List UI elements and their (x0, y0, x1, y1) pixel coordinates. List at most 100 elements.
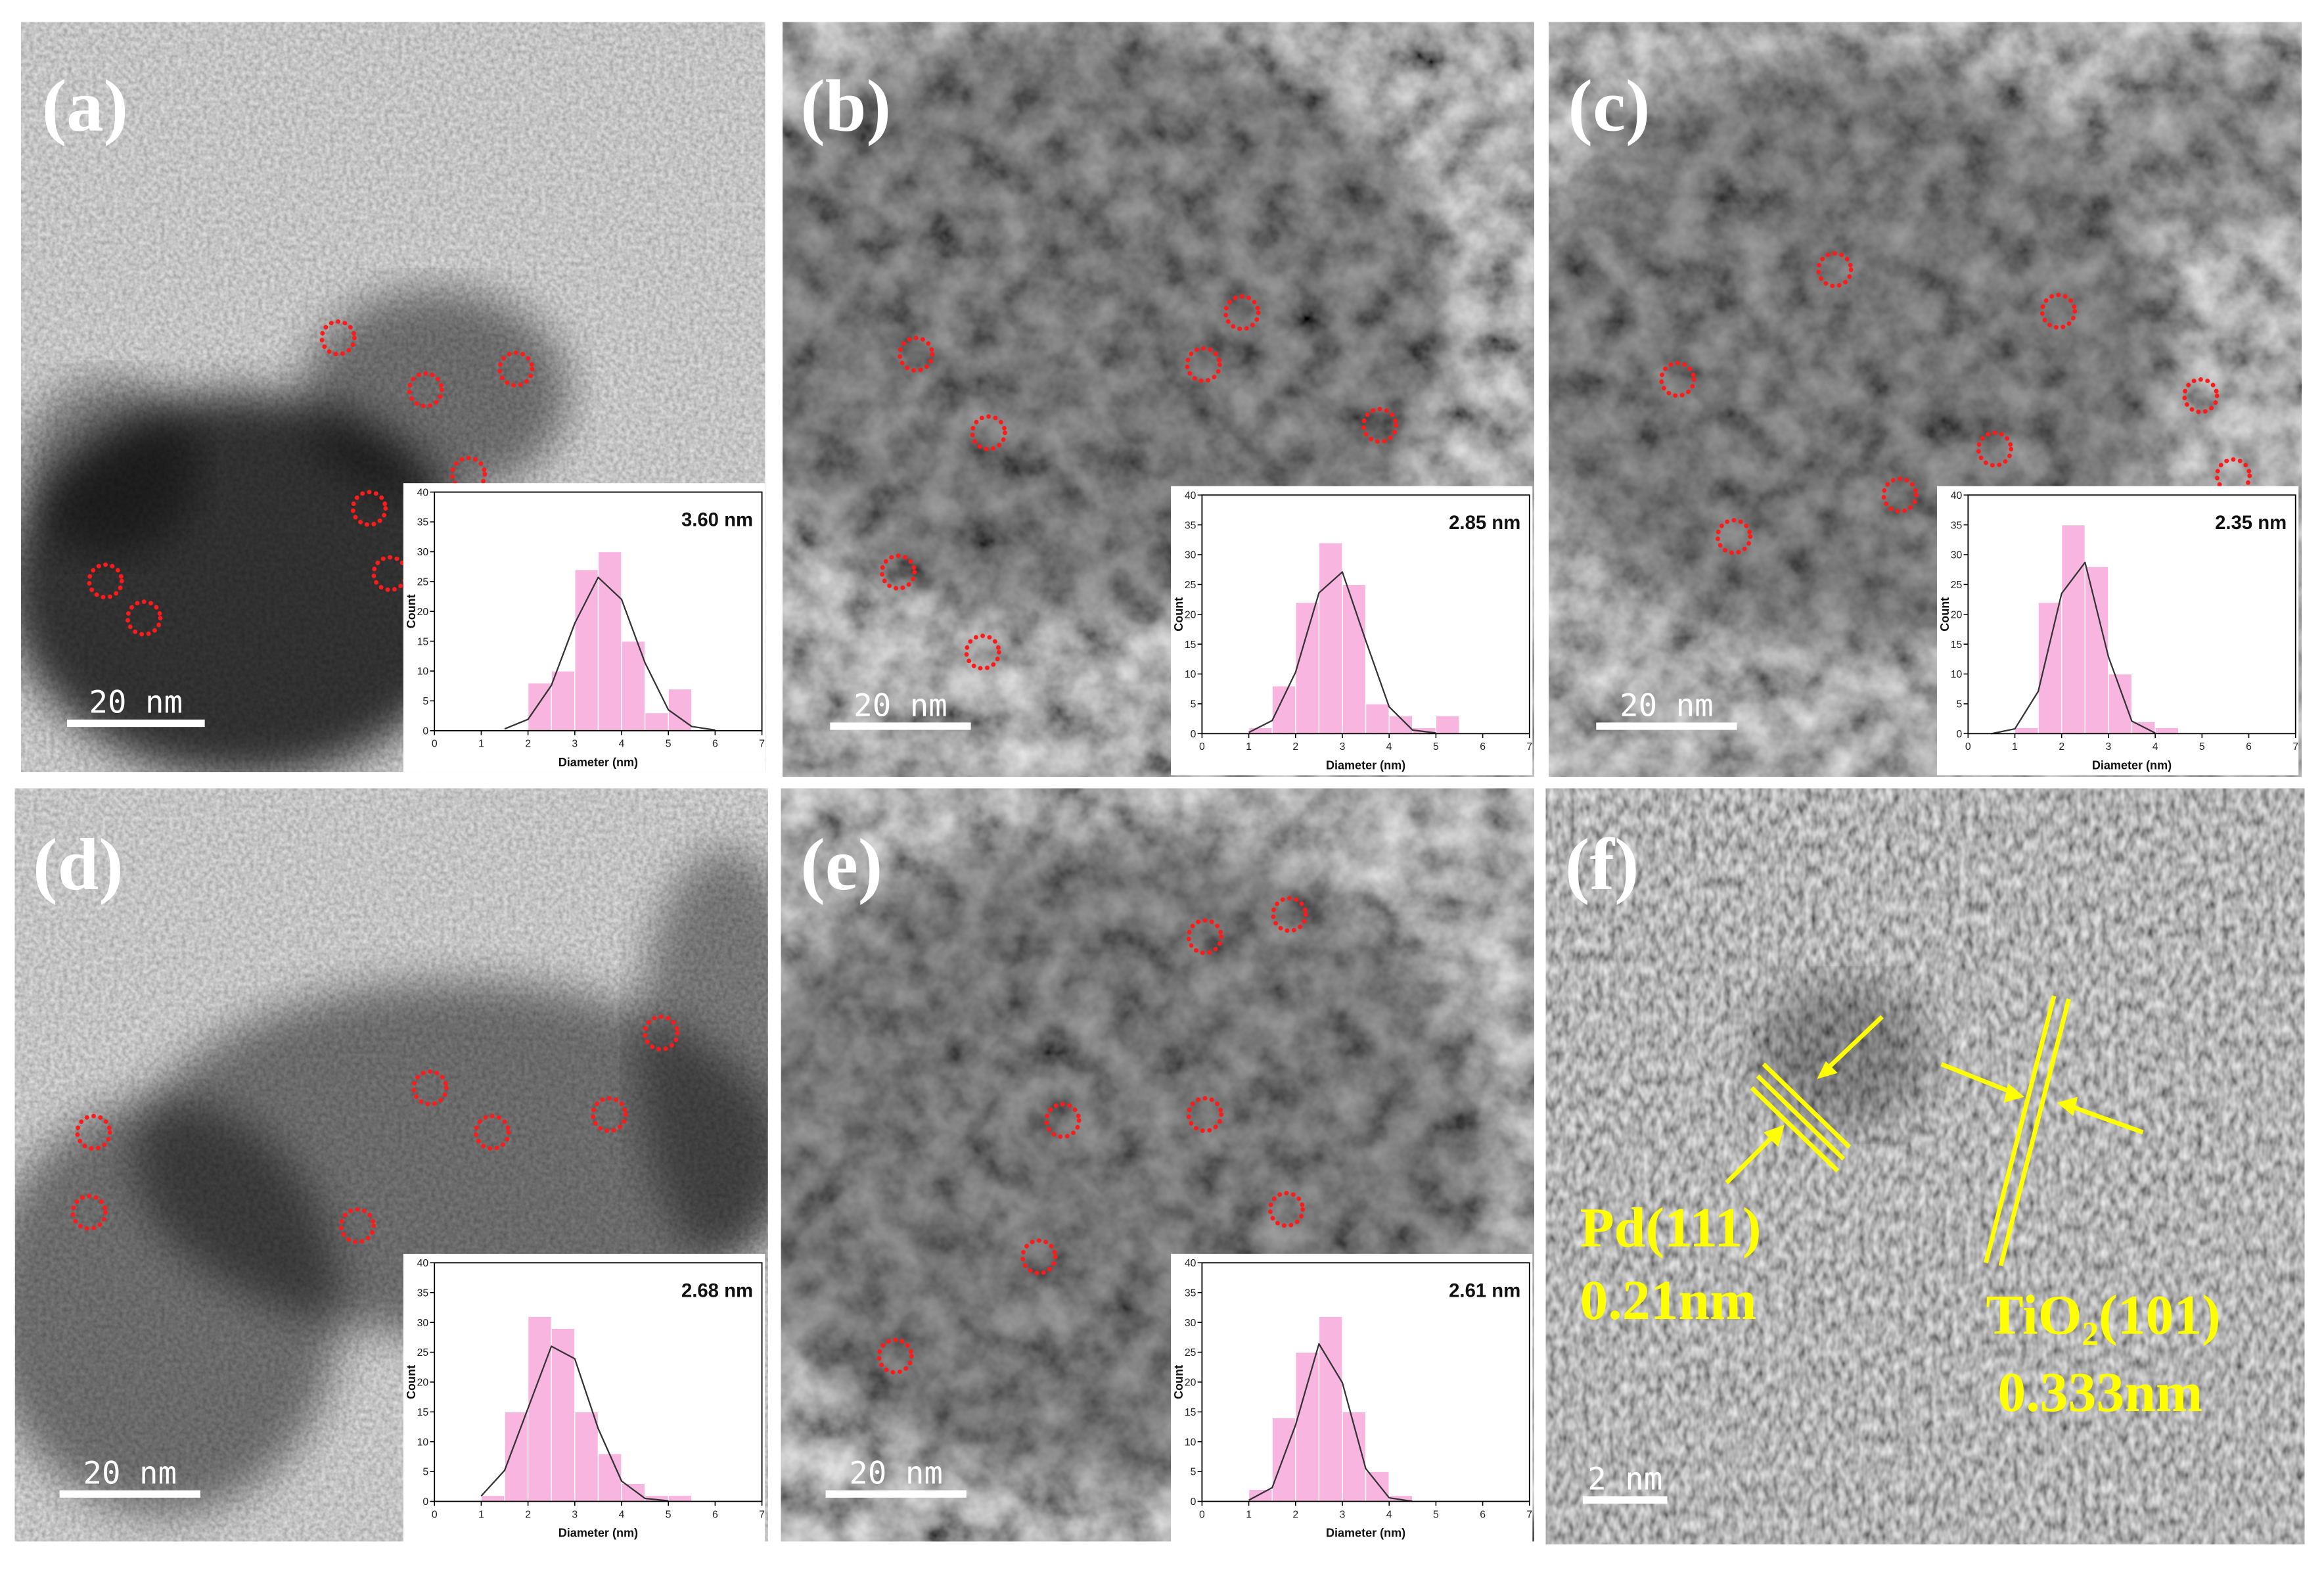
y-tick-label: 40 (1185, 490, 1196, 501)
bar (644, 712, 669, 731)
particle-marker (1267, 1191, 1306, 1228)
histogram-title: 2.85 nm (1449, 512, 1520, 534)
bar (1248, 1489, 1273, 1502)
y-tick-label: 15 (417, 1407, 429, 1418)
y-tick-label: 10 (417, 666, 429, 678)
particle-marker (877, 1337, 914, 1375)
tio2-plane: TiO₂(101) (1986, 1284, 2220, 1347)
y-tick-label: 0 (1957, 729, 1963, 740)
y-tick-label: 0 (1191, 1496, 1196, 1508)
histogram-inset: 0 1 2 3 4 5 6 7 0 5 10 15 20 25 30 35 40 2.35 nm Diameter … (1936, 486, 2299, 775)
y-tick-label: 5 (1191, 699, 1196, 710)
y-tick-label: 40 (1185, 1258, 1196, 1269)
x-tick-label: 2 (525, 1509, 531, 1520)
bar (551, 1328, 576, 1502)
x-tick-label: 2 (525, 739, 531, 750)
scale-bar-label: 20 nm (854, 687, 947, 724)
dark-regions (21, 289, 570, 772)
particle-marker (1816, 251, 1854, 289)
particle-marker (449, 455, 488, 493)
y-axis-label: Count (405, 1365, 418, 1399)
y-tick-label: 35 (1185, 520, 1196, 531)
y-tick-label: 30 (417, 547, 429, 558)
bar (1435, 715, 1460, 734)
particle-marker (1186, 918, 1224, 956)
x-tick-label: 7 (759, 739, 765, 750)
bar (2108, 673, 2133, 734)
bar (1271, 685, 1296, 734)
pd-plane: Pd(111) (1580, 1197, 1761, 1259)
particle-marker (473, 1113, 511, 1151)
x-tick-label: 7 (2292, 741, 2298, 752)
x-tick-label: 1 (478, 739, 484, 750)
y-tick-label: 20 (1951, 609, 1963, 620)
x-tick-label: 5 (2199, 741, 2205, 752)
histogram-inset: 0 1 2 3 4 5 6 7 0 5 10 15 20 25 30 35 40 3.60 nm Diameter … (403, 483, 765, 772)
bar (574, 569, 599, 731)
particle-marker (411, 1069, 449, 1107)
y-tick-label: 15 (1951, 639, 1963, 651)
y-axis-label: Count (1172, 597, 1185, 632)
fit-curve (1248, 1343, 1413, 1502)
x-axis-label: Diameter (nm) (2092, 758, 2172, 772)
y-tick-label: 40 (417, 487, 429, 498)
particle-marker (591, 1096, 628, 1134)
particle-marker (75, 1113, 112, 1151)
bar (2084, 566, 2109, 734)
micrograph: (b) 20 nm (783, 22, 1534, 777)
x-axis-label: Diameter (nm) (1326, 1527, 1405, 1540)
x-tick-label: 3 (572, 739, 578, 750)
bar (480, 1494, 505, 1502)
x-tick-label: 4 (619, 1509, 625, 1520)
bar (1295, 1351, 1320, 1502)
dark-regions (14, 848, 768, 1515)
panel-label: (f) (1565, 824, 1639, 906)
micrograph: (d) 20 nm (14, 788, 768, 1542)
x-tick-label: 0 (432, 1509, 438, 1520)
y-axis-label: Count (405, 594, 418, 628)
histogram-inset: 0 1 2 3 4 5 6 7 0 5 10 15 20 25 30 35 40 2.68 nm Diameter … (403, 1253, 765, 1543)
particle-marker (1715, 518, 1753, 555)
x-tick-label: 5 (1433, 741, 1439, 752)
particle-marker (643, 1014, 680, 1052)
panel-label: (b) (800, 65, 891, 147)
y-tick-label: 15 (1185, 1407, 1196, 1418)
x-tick-label: 4 (619, 739, 625, 750)
particle-marker (338, 1207, 376, 1245)
x-tick-label: 7 (759, 1509, 765, 1520)
y-tick-label: 35 (1951, 520, 1963, 531)
y-tick-label: 30 (1951, 550, 1963, 561)
micrograph: (a) 20 nm (21, 22, 765, 772)
particle-marker (964, 634, 1001, 671)
dark-region (783, 22, 1449, 615)
dark-region (302, 289, 570, 497)
x-tick-label: 0 (432, 739, 438, 750)
y-tick-label: 5 (1191, 1467, 1196, 1478)
bar (551, 670, 576, 731)
dark-region (2097, 51, 2302, 230)
fit-curve (480, 1345, 669, 1502)
x-tick-label: 3 (1340, 741, 1346, 752)
y-tick-label: 15 (1185, 639, 1196, 651)
bar (1295, 601, 1320, 734)
particle-marker (407, 371, 444, 409)
particle-marker (1186, 1096, 1224, 1134)
y-tick-label: 10 (1185, 1437, 1196, 1448)
particle-marker (87, 562, 124, 600)
panel-label: (c) (1568, 65, 1650, 147)
bar (1318, 542, 1343, 734)
particle-marker (897, 335, 935, 373)
particle-marker (350, 490, 388, 527)
y-tick-label: 20 (417, 607, 429, 618)
x-tick-label: 5 (666, 1509, 672, 1520)
particle-marker (1361, 407, 1399, 444)
y-tick-label: 5 (1957, 699, 1963, 710)
bar (1271, 1417, 1296, 1502)
particle-marker (970, 414, 1007, 451)
x-tick-label: 2 (1292, 741, 1298, 752)
particle-marker (879, 553, 917, 591)
y-tick-label: 35 (417, 517, 429, 528)
x-tick-label: 0 (1199, 741, 1205, 752)
y-tick-label: 25 (1185, 1347, 1196, 1358)
